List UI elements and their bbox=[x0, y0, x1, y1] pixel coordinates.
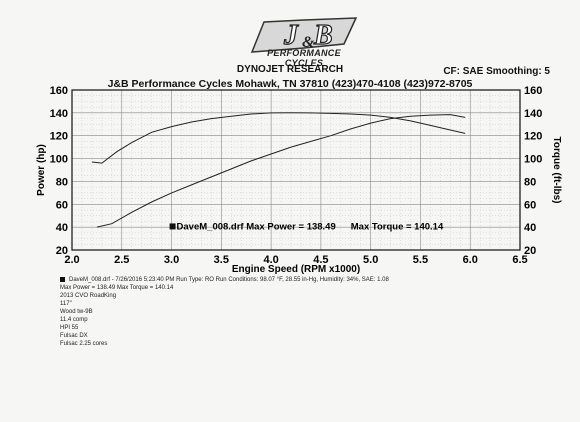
right-tick-label: 60 bbox=[524, 199, 536, 211]
right-tick-label: 160 bbox=[524, 85, 542, 97]
correction-factor: CF: SAE Smoothing: 5 bbox=[443, 66, 550, 77]
run-line-4: 117" bbox=[60, 301, 72, 307]
plot-frame bbox=[71, 89, 521, 251]
x-tick-label: 3.5 bbox=[214, 254, 229, 266]
max-power-annotation: DaveM_008.drf Max Power = 138.49 bbox=[177, 221, 336, 232]
left-tick-label: 80 bbox=[56, 176, 68, 188]
run-info: DaveM_008.drf - 7/26/2016 5:23:40 PM Run… bbox=[60, 276, 389, 348]
left-tick-label: 140 bbox=[50, 108, 68, 120]
left-tick-label: 40 bbox=[56, 222, 68, 234]
right-axis-label: Torque (ft-lbs) bbox=[551, 136, 562, 203]
annotation-legend-square bbox=[169, 223, 176, 230]
left-tick-label: 100 bbox=[50, 154, 68, 166]
svg-text:B: B bbox=[313, 20, 333, 51]
left-axis-label: Power (hp) bbox=[36, 144, 47, 196]
run-line-6: 11.4 comp bbox=[60, 317, 88, 323]
run-line-2: Max Power = 138.49 Max Torque = 140.14 bbox=[60, 285, 174, 291]
run-line-3: 2013 CVO RoadKing bbox=[60, 293, 117, 299]
x-tick-label: 2.0 bbox=[64, 254, 79, 266]
x-tick-label: 5.5 bbox=[413, 254, 428, 266]
right-tick-label: 80 bbox=[524, 176, 536, 188]
torque-curve bbox=[91, 112, 466, 164]
x-tick-label: 6.0 bbox=[463, 254, 478, 266]
x-tick-label: 4.0 bbox=[263, 254, 278, 266]
run-line-9: Fulsac 2.25 cores bbox=[60, 341, 108, 347]
x-tick-label: 5.0 bbox=[363, 254, 378, 266]
jb-logo: J & B bbox=[250, 17, 358, 53]
right-tick-label: 20 bbox=[524, 245, 536, 257]
run-line-1: DaveM_008.drf - 7/26/2016 5:23:40 PM Run… bbox=[60, 276, 389, 284]
right-tick-label: 140 bbox=[524, 108, 542, 120]
right-tick-label: 100 bbox=[524, 154, 542, 166]
right-tick-label: 40 bbox=[524, 222, 536, 234]
x-tick-label: 4.5 bbox=[313, 254, 328, 266]
right-tick-label: 120 bbox=[524, 131, 542, 143]
left-tick-labels: 20 40 60 80 100 120 140 160 bbox=[50, 85, 68, 257]
x-tick-labels: 2.0 2.5 3.0 3.5 4.0 4.5 5.0 5.5 6.0 6.5 bbox=[64, 254, 527, 266]
left-tick-label: 160 bbox=[50, 85, 68, 97]
svg-text:J: J bbox=[283, 20, 299, 51]
svg-text:&: & bbox=[302, 34, 315, 51]
x-tick-label: 2.5 bbox=[114, 254, 129, 266]
right-tick-labels: 20 40 60 80 100 120 140 160 bbox=[524, 85, 542, 257]
x-tick-label: 6.5 bbox=[512, 254, 527, 266]
power-curve bbox=[96, 114, 466, 228]
x-tick-label: 3.0 bbox=[164, 254, 179, 266]
x-axis-label: Engine Speed (RPM x1000) bbox=[232, 264, 360, 275]
left-tick-label: 20 bbox=[56, 245, 68, 257]
run-line-8: Fulsac DX bbox=[60, 333, 88, 339]
shop-address: J&B Performance Cycles Mohawk, TN 37810 … bbox=[107, 78, 473, 90]
run-line-7: HPI 55 bbox=[60, 325, 79, 331]
legend-square bbox=[60, 276, 65, 282]
report-heading: DYNOJET RESEARCH bbox=[236, 64, 344, 75]
run-line-5: Wood tw-9B bbox=[60, 309, 93, 315]
logo-subtitle: PERFORMANCE CYCLES bbox=[267, 48, 341, 68]
left-tick-label: 120 bbox=[50, 131, 68, 143]
left-tick-label: 60 bbox=[56, 199, 68, 211]
max-torque-annotation: Max Torque = 140.14 bbox=[351, 221, 444, 232]
